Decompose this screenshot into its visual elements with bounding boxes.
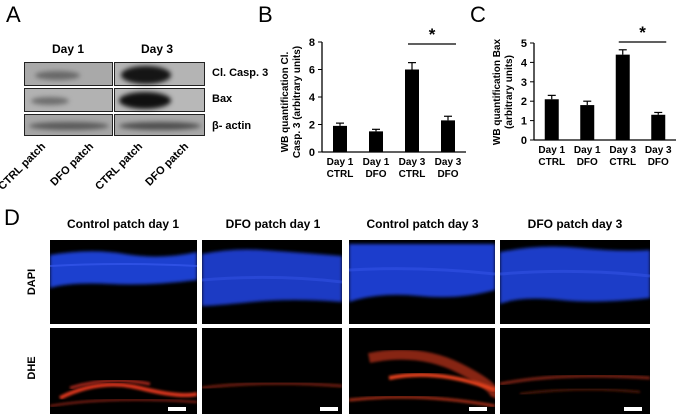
- panel-letter-a: A: [6, 2, 21, 27]
- chart-b-category-label: CTRL: [399, 169, 426, 180]
- chart-casp3: WB quantification Cl. Casp. 3 (arbitrary…: [280, 25, 466, 180]
- chart-c-bar: [544, 99, 559, 140]
- chart-b-ytick-label: 4: [309, 92, 316, 104]
- chart-c-ylabel-1: WB quantification Bax: [492, 39, 503, 146]
- micro-row-labels: DAPI DHE: [26, 269, 38, 380]
- chart-c-ytick-label: 2: [521, 96, 527, 108]
- chart-b-significance-star: *: [429, 25, 436, 44]
- chart-b-bar: [405, 69, 419, 152]
- chart-c-category-label: Day 1: [574, 145, 601, 156]
- chart-b-ytick-label: 2: [309, 120, 315, 132]
- chart-b-category-label: Day 3: [399, 157, 426, 168]
- chart-b-ytick-label: 0: [309, 147, 315, 159]
- blot-day3-header: Day 3: [141, 42, 174, 56]
- chart-c-category-label: Day 3: [645, 145, 672, 156]
- chart-c-ytick-label: 3: [521, 77, 527, 89]
- panel-letter-d: D: [4, 205, 20, 230]
- micro-col-title-1: Control patch day 1: [66, 217, 179, 231]
- micro-row-label-dhe: DHE: [26, 356, 38, 379]
- chart-b-category-label: Day 3: [435, 157, 462, 168]
- blot-day1-header: Day 1: [52, 42, 85, 56]
- scale-bar: [320, 407, 338, 411]
- micro-dhe-control-day1: [50, 328, 197, 414]
- chart-c-category-label: CTRL: [538, 157, 565, 168]
- micro-dapi-control-day1: [50, 240, 197, 324]
- chart-c-ytick-label: 1: [521, 116, 527, 128]
- chart-b-category-label: CTRL: [327, 169, 354, 180]
- chart-c-category-label: CTRL: [609, 157, 636, 168]
- chart-c-bar: [651, 114, 666, 140]
- chart-b-category-label: Day 1: [363, 157, 390, 168]
- chart-bax: WB quantification Bax (arbitrary units) …: [492, 23, 676, 168]
- micro-dhe-dfo-day3: [500, 328, 650, 414]
- micro-dhe-dfo-day1: [202, 328, 342, 414]
- lane-label-1: CTRL patch: [0, 140, 48, 192]
- lane-label-4: DFO patch: [143, 140, 191, 188]
- micro-col-title-2: DFO patch day 1: [225, 217, 321, 231]
- lane-label-3: CTRL patch: [93, 140, 145, 192]
- micro-col-title-4: DFO patch day 3: [527, 217, 623, 231]
- chart-c-ytick-label: 4: [521, 57, 528, 69]
- micro-dapi-dfo-day1: [202, 240, 342, 324]
- chart-b-category-label: Day 1: [327, 157, 354, 168]
- micro-dhe-control-day3: [349, 328, 495, 414]
- blot-label-casp3: Cl. Casp. 3: [212, 67, 269, 79]
- micro-dapi-control-day3: [349, 240, 495, 324]
- panel-letter-c: C: [470, 2, 486, 27]
- chart-b-ylabel-1: WB quantification Cl.: [280, 52, 291, 153]
- chart-b-category-label: DFO: [437, 169, 458, 180]
- blot-label-bax: Bax: [212, 93, 233, 105]
- scale-bar: [469, 407, 487, 411]
- scale-bar: [624, 407, 642, 411]
- chart-c-bar: [615, 54, 630, 140]
- chart-b-ytick-label: 8: [309, 37, 315, 49]
- chart-c-ylabel-2: (arbitrary units): [504, 55, 515, 129]
- chart-b-ytick-label: 6: [309, 65, 315, 77]
- chart-c-ytick-label: 5: [521, 38, 527, 50]
- chart-b-category-label: DFO: [365, 169, 386, 180]
- chart-b-ylabel-2: Casp. 3 (arbitrary units): [292, 46, 303, 158]
- lane-label-2: DFO patch: [48, 140, 96, 188]
- chart-c-ytick-label: 0: [521, 135, 527, 147]
- chart-c-category-label: Day 3: [609, 145, 636, 156]
- chart-b-bar: [369, 131, 383, 152]
- micro-col-title-3: Control patch day 3: [366, 217, 479, 231]
- blot-lane-labels: CTRL patch DFO patch CTRL patch DFO patc…: [0, 140, 191, 192]
- chart-c-category-label: Day 1: [538, 145, 565, 156]
- scale-bar: [168, 407, 186, 411]
- panel-letter-b: B: [258, 2, 273, 27]
- micro-dapi-dfo-day3: [500, 240, 650, 324]
- chart-b-bar: [333, 125, 347, 152]
- chart-c-category-label: DFO: [577, 157, 598, 168]
- micro-row-label-dapi: DAPI: [26, 269, 38, 295]
- blot-label-actin: β- actin: [212, 120, 252, 132]
- chart-b-bar: [441, 120, 455, 152]
- chart-c-bar: [580, 105, 595, 140]
- chart-c-significance-star: *: [639, 23, 646, 42]
- chart-c-category-label: DFO: [648, 157, 669, 168]
